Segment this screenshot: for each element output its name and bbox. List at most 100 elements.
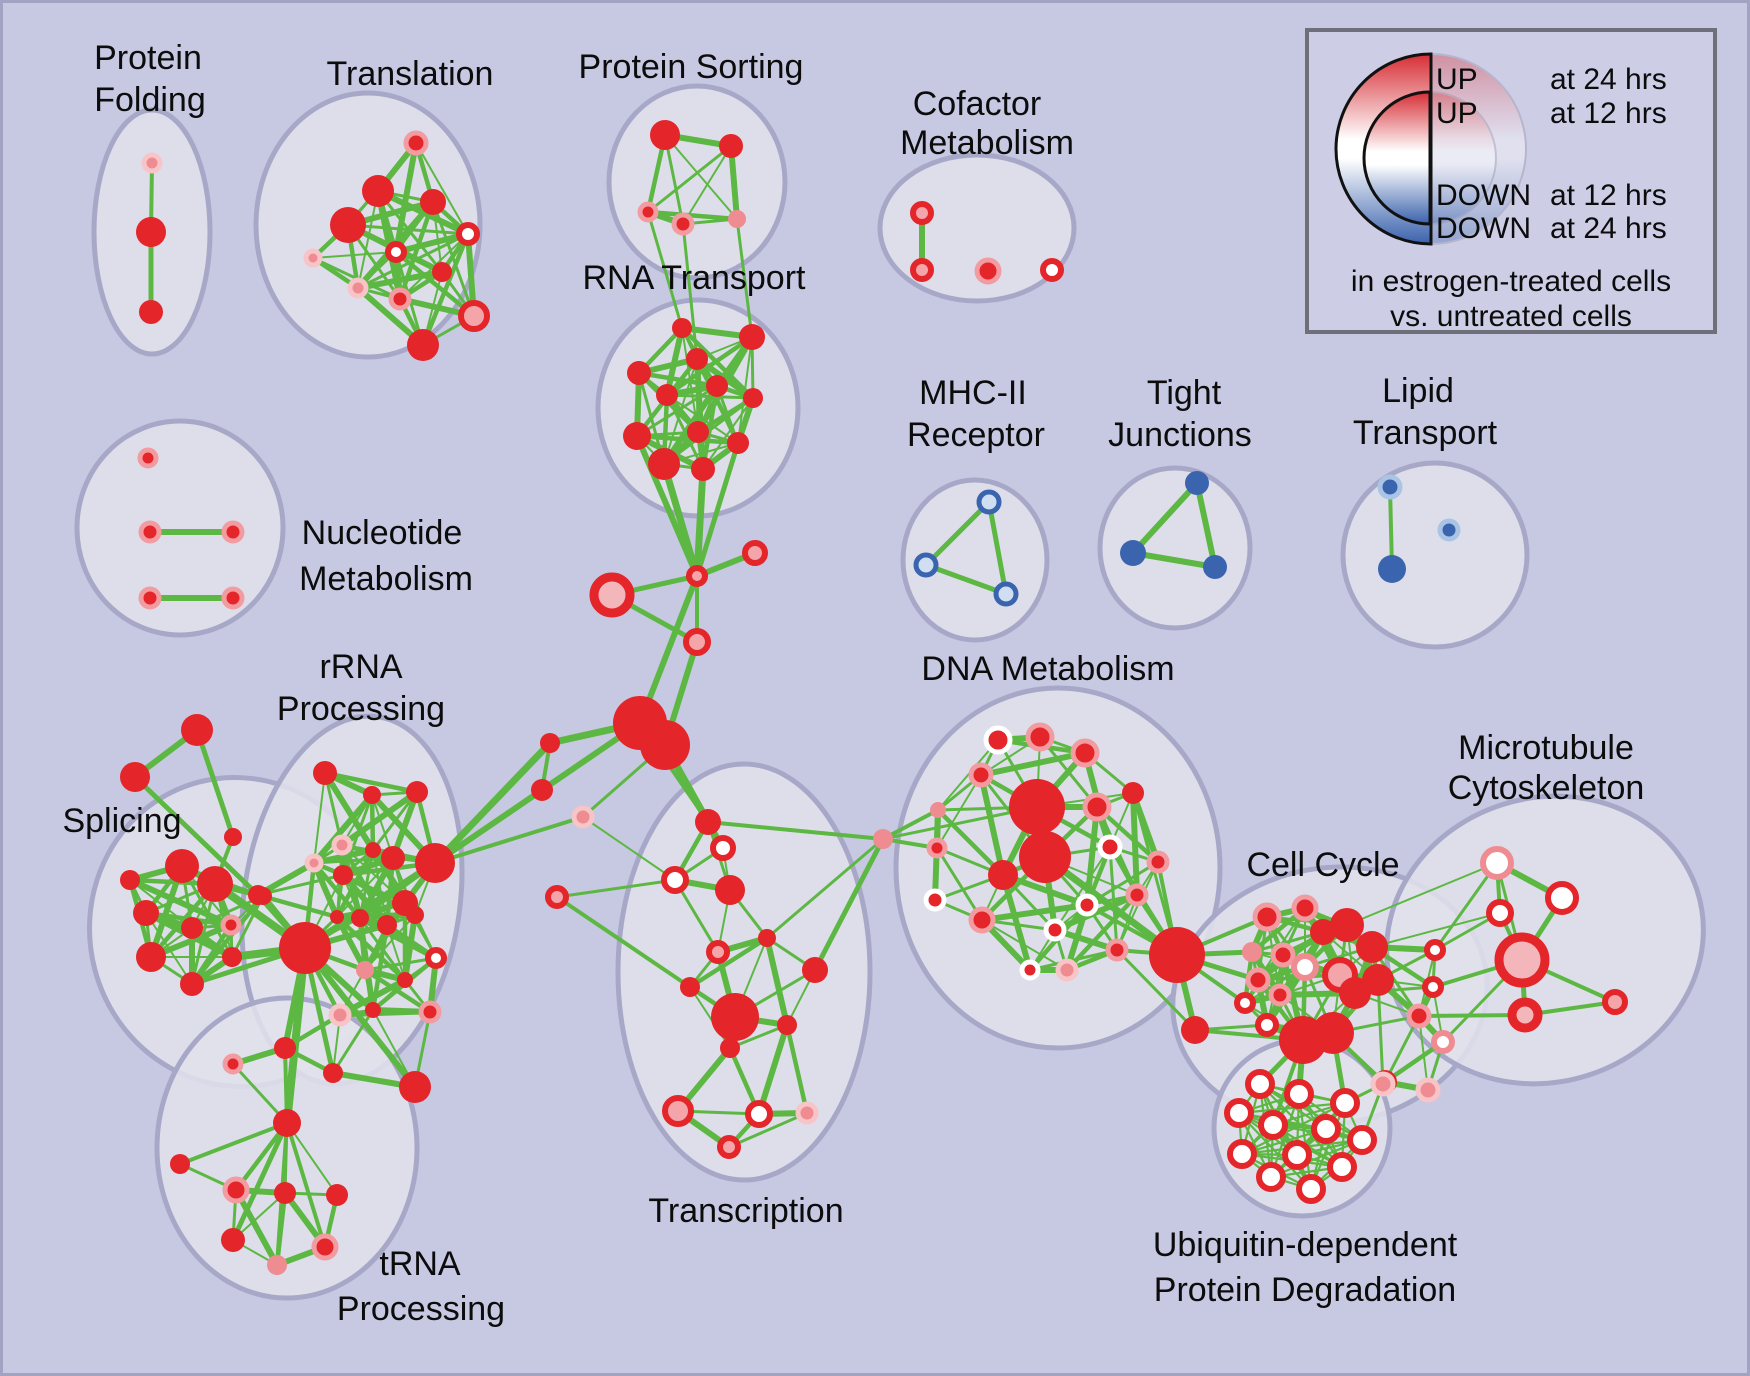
network-node <box>1282 1140 1312 1170</box>
network-edge <box>646 144 733 214</box>
network-node <box>1120 540 1146 566</box>
network-node <box>220 914 242 936</box>
network-edge <box>555 895 692 989</box>
network-node <box>648 448 680 480</box>
network-node <box>661 866 689 894</box>
network-edge <box>339 789 420 848</box>
network-node <box>326 1184 348 1206</box>
network-edge <box>728 143 740 222</box>
legend-direction-label: UP <box>1436 97 1478 130</box>
network-node <box>432 262 452 282</box>
network-edge <box>322 770 420 795</box>
network-edge <box>371 790 419 852</box>
network-edge <box>706 820 885 841</box>
network-edge <box>681 222 699 361</box>
network-node <box>274 1182 296 1204</box>
network-node <box>1311 1114 1341 1144</box>
network-node <box>671 212 695 236</box>
network-node <box>1149 927 1205 983</box>
network-edge <box>756 1022 790 1117</box>
network-node <box>589 572 635 618</box>
network-node <box>1185 471 1209 495</box>
network-node <box>385 241 407 263</box>
network-node <box>1245 967 1271 993</box>
network-node <box>1242 942 1262 962</box>
network-node <box>686 348 708 370</box>
network-node <box>137 447 159 469</box>
network-node <box>683 628 711 656</box>
network-node <box>727 432 749 454</box>
network-edge <box>663 133 685 226</box>
network-node <box>706 375 728 397</box>
network-node <box>993 581 1019 607</box>
network-node <box>136 942 166 972</box>
network-edge <box>393 249 477 319</box>
network-node <box>222 1053 244 1075</box>
network-node <box>1486 899 1514 927</box>
network-edge <box>433 815 585 865</box>
network-node <box>388 287 412 311</box>
cluster-trna-processing-label: tRNA <box>379 1245 461 1283</box>
network-node <box>347 277 369 299</box>
network-edge <box>322 770 376 853</box>
network-node <box>1494 932 1550 988</box>
network-node <box>323 1063 343 1083</box>
network-node <box>745 1100 773 1128</box>
cluster-dna-metabolism-label: DNA Metabolism <box>921 650 1174 688</box>
network-node <box>968 762 994 788</box>
cluster-nucleotide-metabolism-label: Nucleotide <box>302 514 463 552</box>
network-edge <box>935 846 984 922</box>
cluster-cofactor-metabolism-label: Cofactor <box>913 85 1042 123</box>
network-node <box>695 809 721 835</box>
network-edge <box>431 739 554 867</box>
network-node <box>333 865 353 885</box>
network-node <box>138 586 162 610</box>
network-edge <box>311 792 375 866</box>
network-edge <box>302 945 418 1090</box>
network-node <box>777 1015 797 1035</box>
network-edge <box>664 134 738 220</box>
network-edge <box>582 816 676 881</box>
network-node <box>758 929 776 947</box>
network-edge <box>1028 948 1119 972</box>
network-node <box>1082 792 1112 822</box>
network-node <box>1327 1152 1357 1182</box>
legend-time-label: at 24 hrs <box>1550 212 1667 245</box>
module-labels: Protein Folding Translation Protein Sorting… <box>62 39 1644 1328</box>
network-node <box>715 875 745 905</box>
network-node <box>913 552 939 578</box>
network-node <box>930 802 946 818</box>
network-edge <box>694 440 741 579</box>
network-node <box>988 860 1018 890</box>
network-node <box>141 152 163 174</box>
cluster-tight-junctions-label: Junctions <box>1108 416 1252 454</box>
network-edge <box>555 878 677 899</box>
network-edge <box>1258 1082 1364 1142</box>
network-edge <box>981 919 1068 971</box>
network-node <box>1122 782 1144 804</box>
network-edge <box>233 1120 290 1193</box>
network-node <box>743 388 763 408</box>
network-node <box>136 217 166 247</box>
network-node <box>873 829 893 849</box>
network-node <box>742 540 768 566</box>
network-node <box>456 222 480 246</box>
network-node <box>1181 1016 1209 1044</box>
network-edge <box>334 914 408 983</box>
network-edge <box>129 879 193 929</box>
network-edge <box>1417 1013 1527 1018</box>
cluster-splicing-label: Splicing <box>62 802 181 840</box>
network-node <box>1075 893 1099 917</box>
legend-time-label: at 12 hrs <box>1550 97 1667 130</box>
network-edge <box>784 1022 810 1116</box>
network-node <box>976 489 1002 515</box>
network-node <box>180 972 204 996</box>
network-edge <box>362 967 433 1015</box>
network-node <box>377 915 397 935</box>
network-node <box>407 329 439 361</box>
network-node <box>968 906 996 934</box>
network-edge <box>660 460 701 580</box>
legend-inner-circle-left-half <box>1362 90 1432 226</box>
